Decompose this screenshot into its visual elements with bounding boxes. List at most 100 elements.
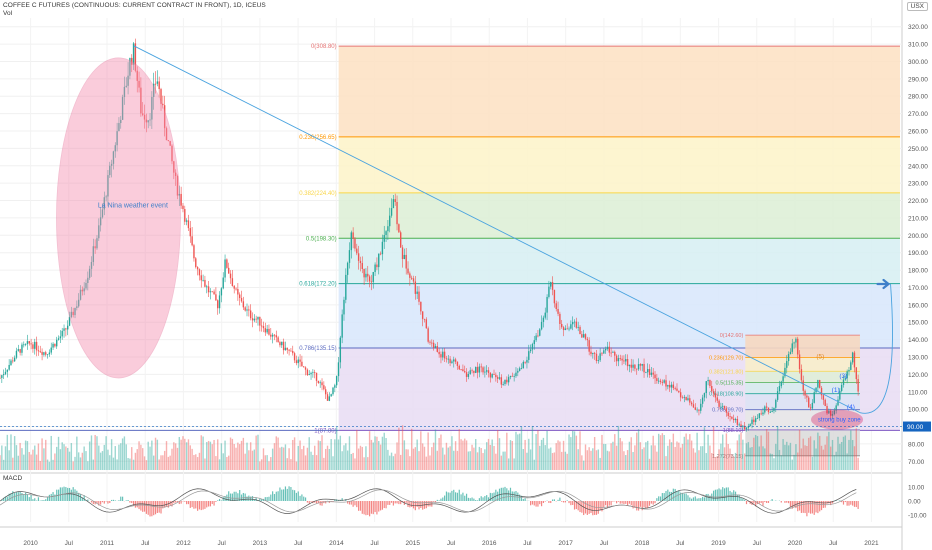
candle-body (756, 417, 759, 419)
volume-bar (32, 449, 34, 470)
volume-bar (440, 434, 442, 470)
candle-body (725, 408, 728, 413)
macd-histogram-bar (453, 489, 455, 501)
volume-bar (791, 459, 793, 470)
macd-histogram-bar (740, 497, 742, 501)
volume-bar (312, 454, 314, 470)
volume-bar (427, 432, 429, 470)
macd-histogram-bar (107, 501, 109, 504)
macd-histogram-bar (162, 501, 164, 509)
candle-body (573, 321, 576, 323)
candle-body (747, 426, 750, 428)
macd-histogram-bar (665, 490, 667, 501)
candle-body (0, 377, 1, 379)
macd-histogram-bar (87, 499, 89, 501)
volume-bar (101, 451, 104, 470)
volume-bar (570, 437, 572, 470)
volume-bar (4, 446, 7, 470)
candle-body (268, 328, 270, 335)
volume-bar (844, 435, 847, 470)
volume-bar (251, 450, 254, 470)
volume-bar (764, 448, 766, 470)
macd-histogram-bar (398, 501, 400, 505)
macd-histogram-bar (513, 491, 515, 501)
candle-body (389, 215, 391, 227)
volume-bar (202, 436, 204, 470)
macd-histogram-bar (709, 495, 711, 501)
macd-histogram-bar (747, 501, 749, 502)
candle-body (471, 370, 473, 372)
macd-histogram-bar (206, 501, 208, 508)
candle-body (751, 419, 753, 425)
macd-histogram-bar (310, 501, 312, 502)
candle-body (760, 413, 762, 415)
candle-body (850, 362, 852, 370)
volume-bar (357, 448, 360, 470)
currency-badge[interactable]: USX (906, 2, 928, 11)
volume-bar (109, 455, 111, 470)
candle-body (855, 367, 857, 380)
macd-histogram-bar (186, 501, 188, 505)
candle-body (98, 225, 100, 239)
candle-body (548, 286, 550, 297)
macd-histogram-bar (579, 501, 581, 513)
macd-histogram-bar (670, 491, 673, 501)
volume-bar (828, 431, 830, 470)
volume-bar (603, 443, 605, 470)
candle-body (255, 318, 257, 320)
macd-histogram-bar (678, 490, 680, 501)
volume-bar (559, 441, 561, 470)
candle-body (206, 286, 208, 288)
y-tick-label: 80.00 (908, 441, 925, 448)
fib-minor-label: 0.786(99.70) (712, 408, 743, 414)
candle-body (87, 277, 89, 283)
volume-bar (356, 429, 358, 470)
x-tick-label: 2010 (23, 540, 38, 547)
candle-body (705, 381, 707, 394)
candle-body (603, 350, 605, 354)
candle-body (361, 263, 363, 269)
macd-histogram-bar (691, 498, 693, 501)
volume-bar (515, 431, 517, 470)
y-tick-label: 210.00 (908, 215, 928, 222)
volume-bar (319, 441, 321, 470)
y-tick-label: 130.00 (908, 355, 928, 362)
volume-bar (65, 446, 67, 470)
candle-body (96, 238, 98, 249)
volume-bar (425, 456, 428, 470)
volume-bar (478, 446, 481, 470)
volume-bar (167, 456, 170, 470)
macd-histogram-bar (213, 501, 215, 506)
macd-histogram-bar (92, 501, 94, 505)
volume-bar (718, 449, 720, 470)
volume-bar (249, 442, 252, 470)
volume-bar (681, 443, 684, 470)
candle-body (828, 410, 830, 414)
volume-bar (687, 439, 689, 470)
x-tick-label: Jul (753, 540, 762, 547)
y-tick-label: 280.00 (908, 94, 928, 101)
macd-histogram-bar (714, 489, 717, 501)
volume-bar (809, 436, 812, 470)
macd-histogram-bar (347, 501, 349, 504)
macd-histogram-bar (656, 498, 658, 501)
volume-bar (672, 433, 675, 470)
candle-body (152, 83, 155, 97)
macd-histogram-bar (222, 497, 224, 501)
candle-body (260, 325, 263, 327)
volume-bar (568, 434, 570, 470)
volume-bar (378, 441, 380, 470)
macd-histogram-bar (824, 501, 826, 508)
candle-body (528, 351, 530, 360)
macd-histogram-bar (826, 501, 828, 504)
macd-histogram-bar (78, 492, 80, 501)
candle-body (539, 329, 541, 336)
macd-histogram-bar (272, 491, 274, 501)
macd-histogram-bar (830, 501, 832, 506)
volume-bar (317, 440, 320, 470)
volume-bar (174, 443, 177, 470)
candle-body (707, 379, 709, 382)
volume-bar (502, 451, 504, 470)
y-tick-label: 310.00 (908, 42, 928, 49)
